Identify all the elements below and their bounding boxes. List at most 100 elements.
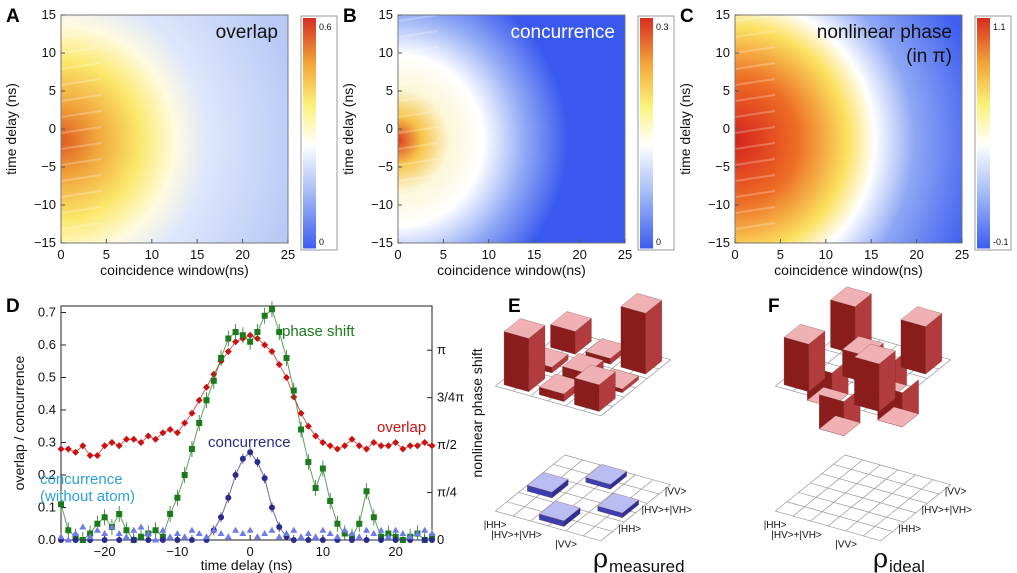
x-tick-label: 20 xyxy=(909,247,923,262)
real-bar-front xyxy=(783,336,809,393)
heatmap-streak xyxy=(60,206,102,214)
heatmap-field-C xyxy=(735,15,962,243)
colorbar-frame xyxy=(637,15,675,251)
data-point xyxy=(392,439,400,446)
colorbar-min-label: -0.1 xyxy=(993,237,1009,247)
heatmap-streak xyxy=(734,190,776,198)
right-tick-label: π/4 xyxy=(437,485,457,500)
data-point xyxy=(348,435,356,443)
data-point xyxy=(232,338,240,346)
data-point xyxy=(370,439,378,446)
data-point xyxy=(225,335,232,342)
data-point xyxy=(421,526,429,533)
heatmap-streak xyxy=(734,126,776,134)
data-point xyxy=(188,446,195,452)
right-tick-label: 3/4π xyxy=(437,390,464,405)
data-point xyxy=(239,455,246,462)
heatmap-streak xyxy=(60,174,102,182)
series-line xyxy=(60,308,433,541)
series-line xyxy=(61,527,432,540)
x-tick-label: 10 xyxy=(819,247,833,262)
data-point xyxy=(319,537,326,543)
y-tick-label: 5 xyxy=(723,83,730,98)
data-point xyxy=(130,435,138,443)
data-point xyxy=(159,537,166,543)
y-tick-label: 0.5 xyxy=(38,370,56,385)
data-point xyxy=(334,520,341,527)
real-bar-front xyxy=(854,356,880,412)
heatmap-title: concurrence xyxy=(510,22,615,43)
x-axis-label: coincidence window(ns) xyxy=(100,262,249,278)
data-point xyxy=(254,459,261,465)
data-point xyxy=(64,536,72,543)
basis-label-front: |HH> xyxy=(764,520,787,531)
data-point xyxy=(173,429,181,437)
y-tick-label: 0.6 xyxy=(38,337,56,352)
x-tick-label: 5 xyxy=(777,247,784,262)
x-tick-label: 10 xyxy=(145,247,159,262)
panel-letter-C: C xyxy=(680,6,694,27)
x-tick-label: 0 xyxy=(731,247,738,262)
heatmap-streak xyxy=(397,62,439,70)
data-point xyxy=(210,526,218,533)
x-axis-label-D: time delay (ns) xyxy=(201,557,293,573)
imag-grid-line xyxy=(880,484,951,542)
heatmap-streak xyxy=(734,142,776,150)
real-bar-top xyxy=(503,318,546,339)
data-point xyxy=(312,485,319,491)
data-point xyxy=(239,530,247,536)
data-point xyxy=(370,530,378,536)
plot-frame-D xyxy=(60,305,433,541)
data-point xyxy=(428,530,436,536)
data-point xyxy=(166,533,174,540)
heatmap-streak xyxy=(60,190,102,198)
data-point xyxy=(108,523,116,530)
y-tick-label: 0 xyxy=(386,121,393,136)
y-tick-label: 0.3 xyxy=(38,435,56,450)
data-point xyxy=(276,329,283,335)
y-tick-label: 0 xyxy=(723,121,730,136)
y-tick-label: −15 xyxy=(371,235,393,250)
data-point xyxy=(253,533,261,540)
data-point xyxy=(275,533,283,540)
y-tick-label: −5 xyxy=(715,159,730,174)
y-tick-label: −10 xyxy=(34,197,56,212)
heatmap-streak xyxy=(734,30,776,38)
basis-label-right: |HH> xyxy=(898,524,921,535)
x-tick-label: 15 xyxy=(527,247,541,262)
data-point xyxy=(363,537,370,543)
data-point xyxy=(167,511,174,517)
heatmap-streak xyxy=(60,110,102,118)
colorbar-fill xyxy=(640,18,653,248)
data-point xyxy=(428,442,436,450)
data-point xyxy=(268,504,275,511)
data-point xyxy=(429,537,435,543)
heatmap-streak xyxy=(734,94,776,102)
data-point xyxy=(254,329,261,335)
data-point xyxy=(72,448,80,456)
data-point xyxy=(116,511,123,517)
data-point xyxy=(326,442,334,450)
real-bar-top xyxy=(538,373,581,395)
y-axis-label: time delay (ns) xyxy=(677,83,693,175)
imag-grid-line xyxy=(786,501,893,532)
heatmap-streak xyxy=(734,158,776,166)
colorbar-max-label: 1.1 xyxy=(993,22,1006,32)
y-tick-label: 0 xyxy=(49,121,56,136)
heatmap-streak xyxy=(734,62,776,70)
rho-symbol: ρ xyxy=(593,544,608,573)
y-axis-label: time delay (ns) xyxy=(340,83,356,175)
real-bar-top xyxy=(853,343,896,365)
x-tick-label: 20 xyxy=(235,247,249,262)
data-point xyxy=(356,520,363,527)
data-point xyxy=(341,530,348,537)
heatmap-streak xyxy=(734,110,776,118)
data-point xyxy=(319,526,327,533)
data-point xyxy=(144,432,152,440)
data-point xyxy=(399,530,407,536)
imag-bar-top xyxy=(526,472,569,493)
heatmap-streak xyxy=(60,158,102,166)
colorbar-fill xyxy=(977,18,990,248)
heatmap-streak xyxy=(734,78,776,86)
